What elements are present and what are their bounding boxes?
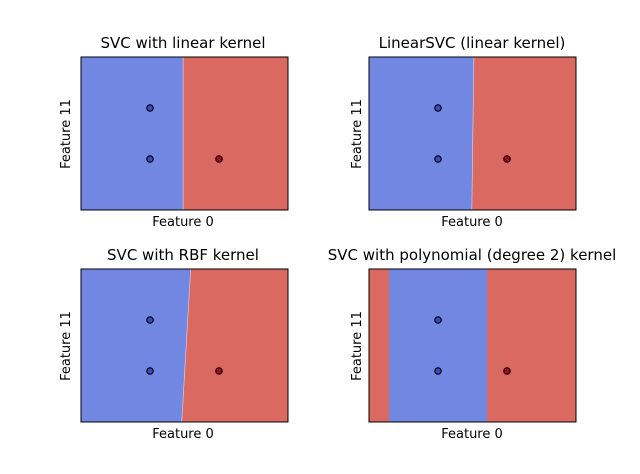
data-point [146,104,154,112]
data-point [146,367,154,375]
subplot-title: SVC with RBF kernel [107,246,259,264]
decision-boundary [471,56,475,211]
subplot-svc-rbf: SVC with RBF kernel Feature 0 Feature 11 [59,246,289,442]
x-axis-label: Feature 0 [441,427,503,442]
data-point [434,367,442,375]
data-point [215,367,223,375]
x-axis-label: Feature 0 [441,215,503,230]
axes-frame [368,268,577,423]
data-point [503,367,511,375]
data-point [434,316,442,324]
decision-region-class_b [486,269,576,422]
plot-area [368,56,577,211]
y-axis-label: Feature 11 [350,99,365,169]
data-point [503,155,511,163]
decision-region-class_b [369,269,390,422]
plot-area [80,268,289,423]
data-point [146,155,154,163]
data-point [146,316,154,324]
plot-area [368,268,577,423]
subplot-title: LinearSVC (linear kernel) [379,34,566,52]
data-point [434,104,442,112]
decision-region-class_a [81,57,184,210]
data-point [434,155,442,163]
subplot-svc-linear: SVC with linear kernel Feature 0 Feature… [59,34,289,230]
subplot-linearsvc: LinearSVC (linear kernel) Feature 0 Feat… [350,34,577,230]
axes-frame [368,56,577,211]
decision-region-class_a [389,269,487,422]
decision-region-class_a [81,269,191,422]
y-axis-label: Feature 11 [59,99,74,169]
y-axis-label: Feature 11 [350,311,365,381]
subplot-title: SVC with linear kernel [101,34,266,52]
x-axis-label: Feature 0 [152,427,214,442]
x-axis-label: Feature 0 [152,215,214,230]
plot-area [80,56,289,211]
subplot-title: SVC with polynomial (degree 2) kernel [328,246,617,264]
data-point [215,155,223,163]
subplot-svc-polynomial: SVC with polynomial (degree 2) kernel Fe… [328,246,617,442]
axes-frame [80,268,289,423]
decision-region-class_a [369,57,474,210]
axes-frame [80,56,289,211]
y-axis-label: Feature 11 [59,311,74,381]
decision-boundary [181,268,192,423]
